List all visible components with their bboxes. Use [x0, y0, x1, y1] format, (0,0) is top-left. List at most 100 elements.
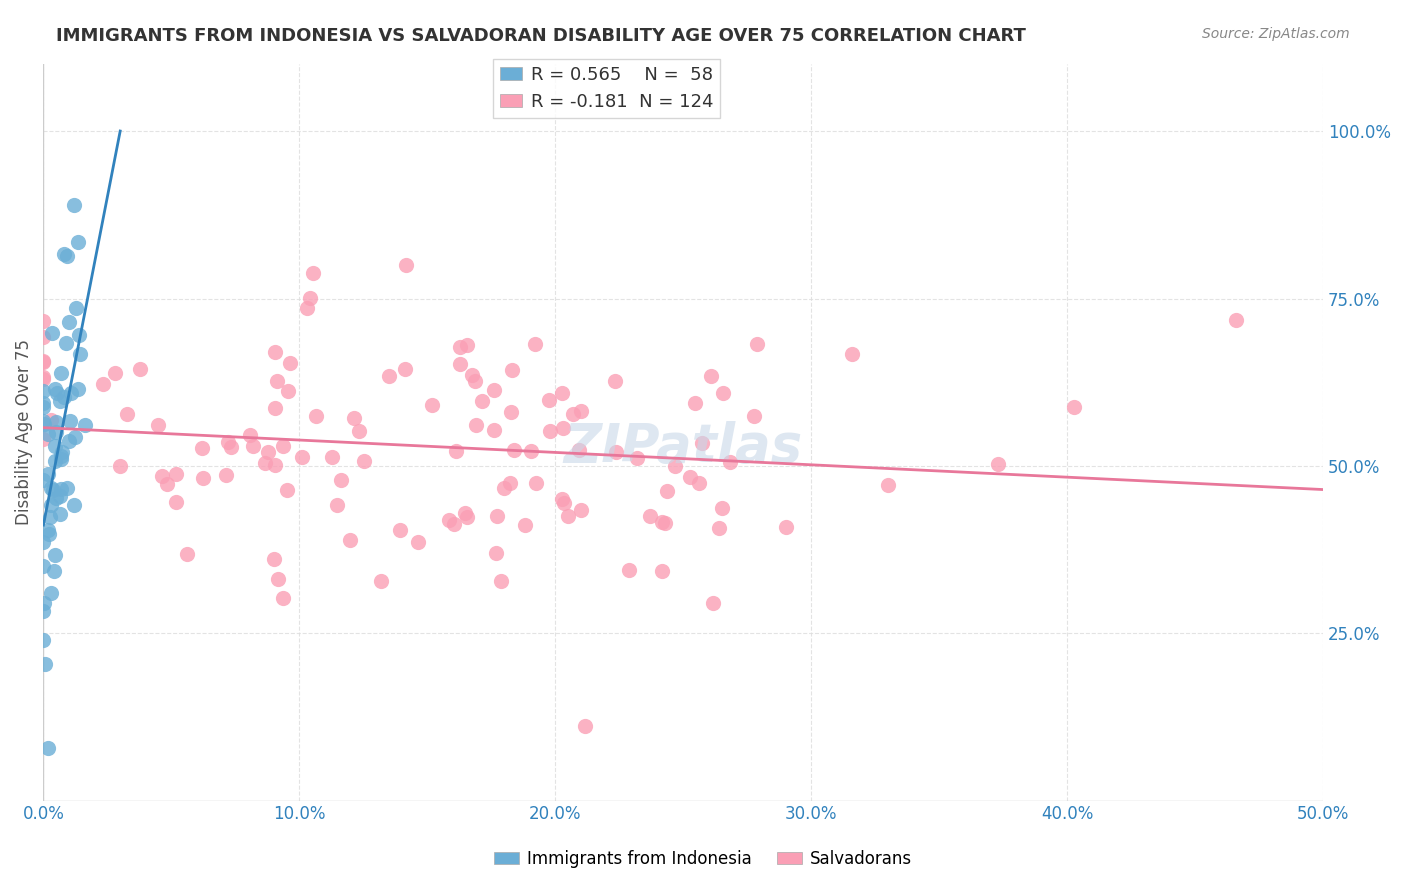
- Point: [32, 401, 55, 415]
- Point: [655, 483, 678, 498]
- Point: [32, 354, 55, 368]
- Point: [148, 418, 170, 433]
- Point: [263, 552, 285, 566]
- Point: [456, 510, 478, 524]
- Point: [377, 369, 399, 384]
- Point: [343, 411, 366, 425]
- Point: [277, 384, 299, 398]
- Point: [32, 329, 55, 343]
- Point: [742, 409, 765, 424]
- Point: [49, 482, 72, 496]
- Point: [707, 521, 730, 535]
- Point: [273, 439, 295, 453]
- Point: [553, 421, 575, 435]
- Legend: R = 0.565    N =  58, R = -0.181  N = 124: R = 0.565 N = 58, R = -0.181 N = 124: [492, 59, 720, 118]
- Point: [747, 336, 769, 351]
- Point: [37, 427, 59, 442]
- Point: [841, 347, 863, 361]
- Point: [494, 481, 516, 495]
- Point: [437, 513, 460, 527]
- Point: [711, 386, 734, 401]
- Point: [217, 435, 239, 450]
- Point: [242, 439, 264, 453]
- Point: [619, 563, 641, 577]
- Point: [32, 473, 55, 487]
- Point: [278, 356, 301, 370]
- Point: [264, 345, 287, 359]
- Point: [32, 432, 55, 446]
- Point: [389, 523, 412, 537]
- Point: [295, 301, 318, 315]
- Point: [32, 633, 55, 648]
- Point: [499, 404, 522, 418]
- Point: [339, 533, 361, 548]
- Point: [515, 518, 537, 533]
- Point: [449, 357, 471, 371]
- Point: [877, 478, 900, 492]
- Point: [32, 558, 55, 573]
- Point: [49, 394, 72, 409]
- Point: [420, 398, 443, 412]
- Point: [39, 585, 62, 599]
- Point: [501, 362, 523, 376]
- Point: [1225, 312, 1247, 326]
- Point: [42, 483, 65, 498]
- Point: [45, 415, 67, 429]
- Point: [34, 657, 56, 671]
- Point: [263, 458, 285, 472]
- Point: [58, 434, 80, 449]
- Point: [150, 468, 173, 483]
- Point: [347, 424, 370, 438]
- Point: [456, 337, 478, 351]
- Point: [489, 574, 512, 588]
- Point: [538, 424, 561, 438]
- Point: [254, 456, 277, 470]
- Point: [702, 596, 724, 610]
- Point: [32, 372, 55, 386]
- Point: [605, 374, 627, 388]
- Point: [664, 458, 686, 473]
- Point: [129, 362, 152, 376]
- Legend: Immigrants from Indonesia, Salvadorans: Immigrants from Indonesia, Salvadorans: [486, 844, 920, 875]
- Point: [326, 498, 349, 512]
- Point: [775, 520, 797, 534]
- Point: [219, 441, 242, 455]
- Point: [55, 336, 77, 351]
- Point: [45, 491, 67, 505]
- Point: [67, 327, 90, 342]
- Point: [176, 547, 198, 561]
- Point: [45, 425, 67, 439]
- Point: [44, 548, 66, 562]
- Point: [449, 340, 471, 354]
- Point: [679, 470, 702, 484]
- Point: [32, 604, 55, 618]
- Point: [37, 523, 59, 537]
- Point: [273, 591, 295, 605]
- Point: [353, 454, 375, 468]
- Point: [302, 266, 325, 280]
- Point: [485, 508, 508, 523]
- Point: [370, 574, 392, 588]
- Point: [44, 564, 66, 578]
- Point: [276, 483, 298, 497]
- Point: [32, 313, 55, 327]
- Point: [638, 509, 661, 524]
- Text: IMMIGRANTS FROM INDONESIA VS SALVADORAN DISABILITY AGE OVER 75 CORRELATION CHART: IMMIGRANTS FROM INDONESIA VS SALVADORAN …: [56, 27, 1026, 45]
- Point: [651, 516, 673, 530]
- Point: [654, 516, 676, 530]
- Point: [58, 315, 80, 329]
- Point: [690, 435, 713, 450]
- Point: [470, 393, 492, 408]
- Point: [329, 474, 352, 488]
- Point: [37, 741, 59, 756]
- Point: [502, 443, 524, 458]
- Point: [66, 382, 89, 396]
- Point: [464, 417, 486, 432]
- Point: [51, 445, 73, 459]
- Point: [569, 404, 592, 418]
- Point: [56, 249, 79, 263]
- Point: [63, 498, 86, 512]
- Point: [484, 383, 506, 397]
- Point: [191, 471, 214, 485]
- Point: [464, 374, 486, 388]
